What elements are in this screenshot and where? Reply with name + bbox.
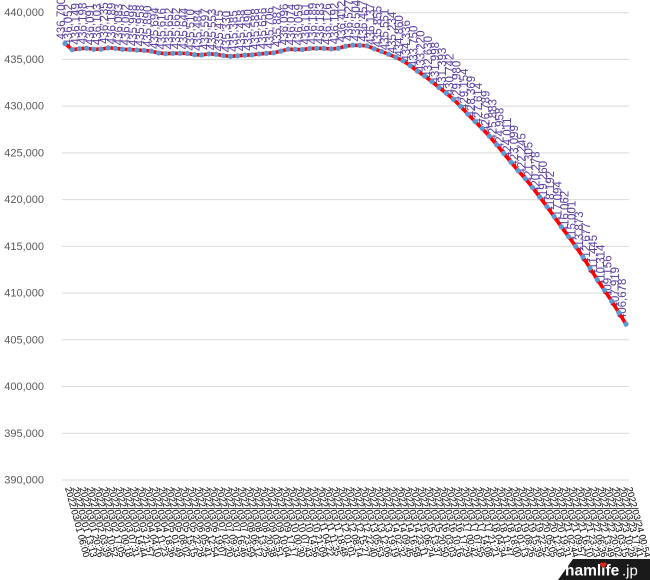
svg-text:435,000: 435,000: [4, 54, 44, 66]
svg-text:440,000: 440,000: [4, 7, 44, 19]
svg-text:430,000: 430,000: [4, 101, 44, 113]
svg-text:395,000: 395,000: [4, 428, 44, 440]
svg-text:425,000: 425,000: [4, 147, 44, 159]
svg-text:415,000: 415,000: [4, 241, 44, 253]
svg-text:390,000: 390,000: [4, 475, 44, 487]
svg-text:410,000: 410,000: [4, 288, 44, 300]
svg-text:.jp: .jp: [622, 563, 638, 580]
svg-text:405,000: 405,000: [4, 334, 44, 346]
svg-text:400,000: 400,000: [4, 381, 44, 393]
svg-text:420,000: 420,000: [4, 194, 44, 206]
svg-text:hamlife: hamlife: [565, 563, 620, 580]
